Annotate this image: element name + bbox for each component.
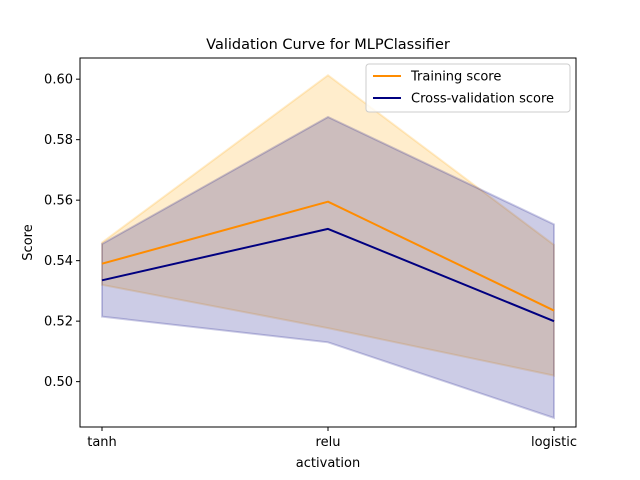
x-axis-label: activation xyxy=(296,456,360,471)
line-series-0 xyxy=(101,200,555,312)
legend: Training score Cross-validation score xyxy=(365,63,571,113)
y-axis-ticks: 0.50 0.52 0.54 0.56 0.58 0.60 xyxy=(44,73,80,390)
chart-title: Validation Curve for MLPClassifier xyxy=(206,37,450,53)
line-series-1 xyxy=(101,227,555,323)
series-lines xyxy=(101,200,555,323)
x-axis-ticks: tanh relu logistic xyxy=(87,427,577,450)
band-series-1 xyxy=(101,115,555,420)
y-tick-label: 0.54 xyxy=(44,254,73,269)
x-tick-label-logistic: logistic xyxy=(531,435,577,450)
y-tick-label: 0.56 xyxy=(44,194,73,209)
y-tick-label: 0.50 xyxy=(44,375,73,390)
y-axis-label: Score xyxy=(21,224,36,260)
legend-label-series-0: Training score xyxy=(410,70,501,85)
x-tick-label-relu: relu xyxy=(316,435,341,450)
y-tick-label: 0.52 xyxy=(44,315,73,330)
band-series-0 xyxy=(101,73,555,377)
confidence-bands xyxy=(101,73,555,420)
y-tick-label: 0.58 xyxy=(44,133,73,148)
y-tick-label: 0.60 xyxy=(44,73,73,88)
legend-label-series-1: Cross-validation score xyxy=(411,92,554,107)
x-tick-label-tanh: tanh xyxy=(87,435,117,450)
legend-box xyxy=(365,63,571,113)
